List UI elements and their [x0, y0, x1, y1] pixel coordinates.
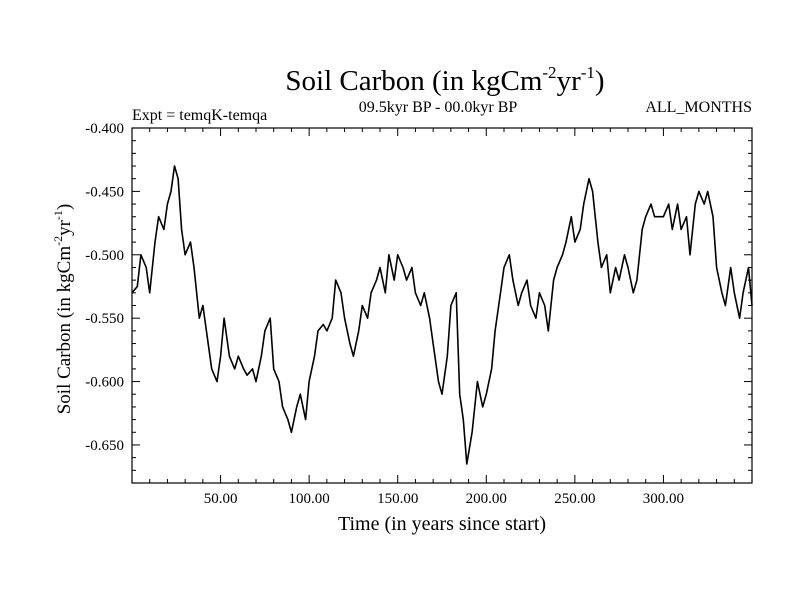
subtitle-right: ALL_MONTHS — [645, 99, 752, 116]
y-axis-label: Soil Carbon (in kgCm-2yr-1) — [51, 204, 75, 415]
series-group — [131, 165, 753, 465]
x-tick-label: 50.00 — [204, 491, 238, 507]
y-axis-ticks: -0.400 -0.450 -0.500 -0.550 -0.600 -0.650 — [85, 121, 752, 471]
plot-frame — [131, 127, 753, 484]
y-tick-label: -0.600 — [85, 375, 124, 391]
y-tick-label: -0.650 — [85, 438, 124, 454]
x-tick-label: 300.00 — [643, 491, 684, 507]
x-axis-label: Time (in years since start) — [338, 513, 546, 535]
y-tick-label: -0.500 — [85, 248, 124, 264]
series-line — [131, 165, 753, 465]
x-tick-label: 200.00 — [466, 491, 507, 507]
y-tick-label: -0.550 — [85, 311, 124, 327]
x-tick-label: 150.00 — [377, 491, 418, 507]
x-axis-ticks: 50.00 100.00 150.00 200.00 250.00 300.00 — [149, 128, 735, 507]
y-tick-label: -0.450 — [85, 184, 124, 200]
y-tick-label: -0.400 — [85, 121, 124, 137]
x-tick-label: 100.00 — [289, 491, 330, 507]
chart-title: Soil Carbon (in kgCm-2yr-1) — [285, 63, 604, 97]
subtitle-left: Expt = temqK-temqa — [132, 107, 267, 124]
x-tick-label: 250.00 — [554, 491, 595, 507]
subtitle-center: 09.5kyr BP - 00.0kyr BP — [359, 99, 518, 116]
